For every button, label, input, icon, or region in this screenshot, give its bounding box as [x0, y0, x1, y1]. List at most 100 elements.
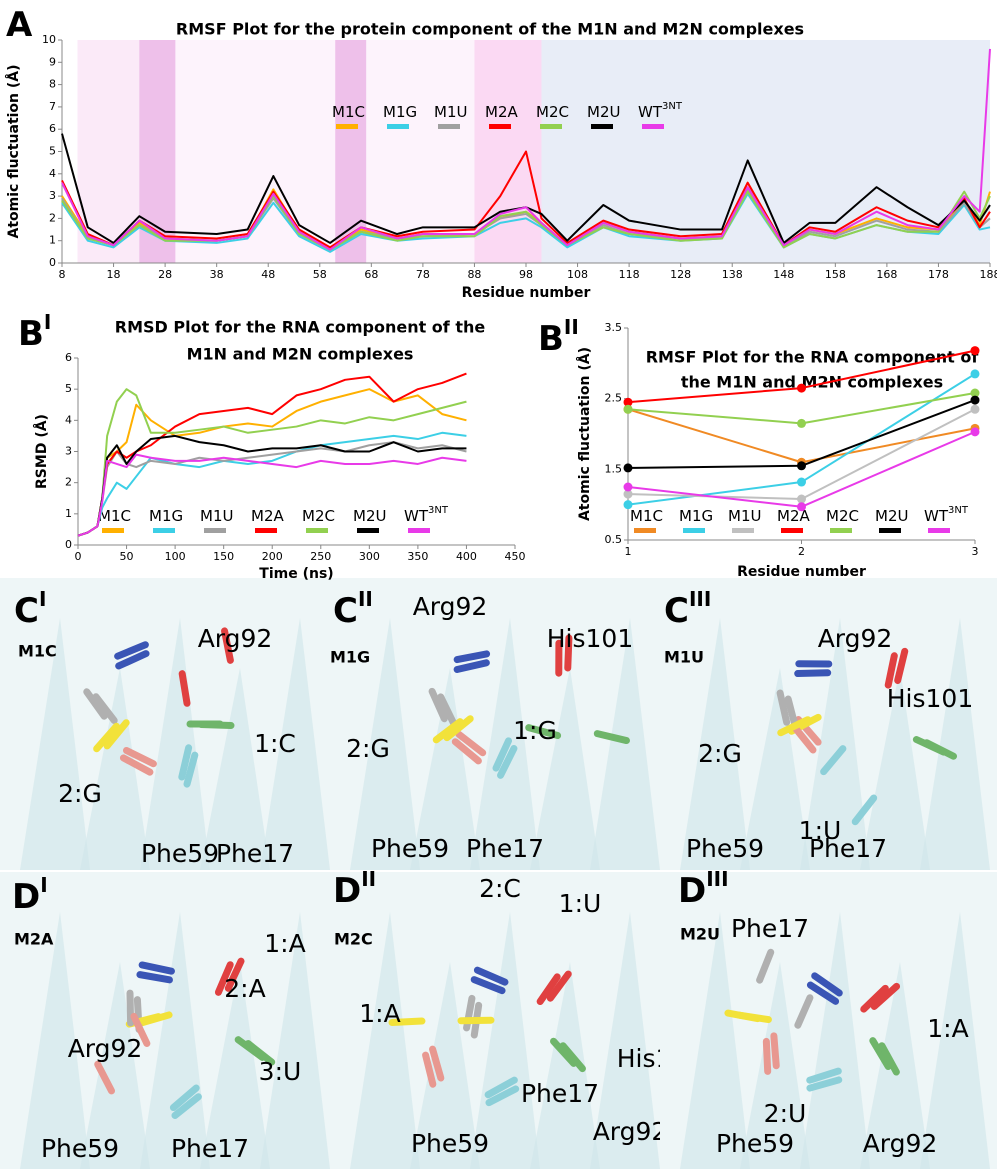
legend-name: M2C — [826, 507, 859, 525]
chart-title: the M1N and M2N complexes — [681, 373, 943, 392]
series-marker — [971, 405, 980, 414]
residue-label: 1:G — [513, 716, 557, 745]
legend-swatch — [102, 528, 124, 533]
series-line — [628, 400, 975, 468]
legend-swatch — [336, 124, 358, 129]
x-tick-label: 250 — [310, 550, 331, 563]
complex-label: M1U — [664, 648, 704, 667]
legend-swatch — [781, 528, 803, 533]
panel-superscript: II — [564, 315, 579, 339]
series-marker — [797, 502, 806, 511]
complex-label: M1G — [330, 648, 370, 667]
legend-swatch — [928, 528, 950, 533]
y-tick-label: 2.5 — [605, 392, 623, 405]
chart-title: RMSF Plot for the protein component of t… — [176, 20, 804, 39]
complex-label: M1C — [18, 642, 57, 661]
panel-letter: C — [664, 591, 689, 631]
residue-label: 3:U — [259, 1057, 302, 1086]
panel-superscript: I — [39, 587, 46, 611]
residue-label: 1:A — [264, 929, 305, 958]
x-tick-label: 168 — [876, 268, 897, 281]
x-tick-label: 48 — [261, 268, 275, 281]
panel-letter: B — [18, 314, 44, 354]
panel-letter: D — [678, 871, 706, 911]
series-marker — [797, 478, 806, 487]
legend-swatch — [306, 528, 328, 533]
series-marker — [971, 396, 980, 405]
residue-label: 2:U — [764, 1099, 807, 1128]
legend-name: M1G — [149, 507, 183, 525]
legend-swatch — [683, 528, 705, 533]
residue-label: Phe17 — [521, 1079, 599, 1108]
x-tick-label: 58 — [313, 268, 327, 281]
chart-title: RMSF Plot for the RNA component of — [646, 348, 980, 367]
x-tick-label: 300 — [359, 550, 380, 563]
series-marker — [624, 405, 633, 414]
x-tick-label: 400 — [456, 550, 477, 563]
y-tick-label: 10 — [42, 33, 56, 46]
panel-superscript: III — [689, 587, 711, 611]
legend-label: M2C — [536, 103, 569, 121]
series-marker — [797, 419, 806, 428]
x-tick-label: 8 — [59, 268, 66, 281]
y-tick-label: 4 — [65, 413, 72, 426]
panel-label: A — [6, 5, 33, 45]
legend-label: M1U — [728, 507, 761, 525]
x-tick-label: 350 — [407, 550, 428, 563]
legend-swatch — [255, 528, 277, 533]
y-axis-label: Atomic fluctuation (Å) — [5, 64, 22, 238]
x-tick-label: 28 — [158, 268, 172, 281]
complex-label: M2C — [334, 930, 373, 949]
residue-label: Phe59 — [41, 1134, 119, 1163]
legend-label: M1U — [200, 507, 233, 525]
residue-label: Phe17 — [216, 839, 294, 868]
panel-letter: D — [333, 871, 361, 911]
legend-label: M1C — [630, 507, 663, 525]
legend-swatch — [387, 124, 409, 129]
y-tick-label: 5 — [65, 382, 72, 395]
residue-label: 2:G — [346, 734, 390, 763]
legend-name: M2U — [587, 103, 620, 121]
x-axis-label: Residue number — [462, 285, 591, 301]
residue-label: 1:A — [359, 999, 400, 1028]
y-tick-label: 3.5 — [605, 321, 623, 334]
x-tick-label: 200 — [262, 550, 283, 563]
residue-label: Arg92 — [863, 1129, 938, 1158]
y-tick-label: 1 — [49, 234, 56, 247]
stick — [798, 673, 828, 674]
legend-label: M1G — [383, 103, 417, 121]
series-marker — [971, 346, 980, 355]
legend-superscript: 3NT — [948, 505, 969, 516]
legend-swatch — [642, 124, 664, 129]
residue-label: Phe59 — [371, 834, 449, 863]
legend-name: M2U — [875, 507, 908, 525]
y-axis-label: RSMD (Å) — [33, 414, 50, 489]
y-tick-label: 0 — [65, 538, 72, 551]
y-tick-label: 6 — [49, 122, 56, 135]
residue-label: 1:C — [254, 729, 296, 758]
residue-label: 2:G — [698, 739, 742, 768]
stick — [182, 674, 187, 704]
legend-name: M1U — [200, 507, 233, 525]
legend-swatch — [830, 528, 852, 533]
x-tick-label: 18 — [107, 268, 121, 281]
x-tick-label: 128 — [670, 268, 691, 281]
legend-swatch — [153, 528, 175, 533]
panel-superscript: II — [361, 867, 376, 891]
panel-letter: D — [12, 877, 40, 917]
series-marker — [624, 463, 633, 472]
residue-label: 2:G — [58, 779, 102, 808]
stick — [201, 724, 231, 725]
legend-name: M1G — [679, 507, 713, 525]
legend-name: M1G — [383, 103, 417, 121]
legend-name: M2A — [777, 507, 810, 525]
x-tick-label: 68 — [364, 268, 378, 281]
